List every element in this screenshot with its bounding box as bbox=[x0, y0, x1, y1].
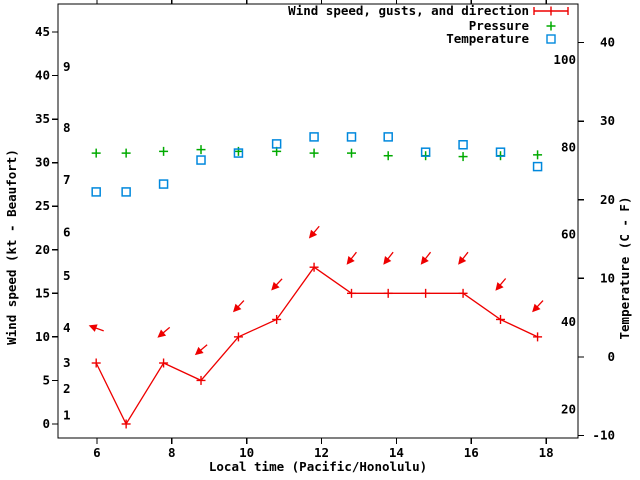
beaufort-scale-label: 3 bbox=[63, 355, 71, 370]
right-axis-title: Temperature (C - F) bbox=[617, 197, 632, 340]
temperature-point bbox=[495, 147, 506, 157]
left-tick-label: 25 bbox=[35, 198, 50, 213]
x-tick-label: 14 bbox=[389, 445, 404, 460]
legend-label: Wind speed, gusts, and direction bbox=[288, 3, 529, 18]
gust-arrow-head bbox=[308, 229, 318, 239]
gust-arrow-head bbox=[383, 256, 392, 265]
temperature-point bbox=[383, 132, 393, 142]
fahrenheit-scale-label: 60 bbox=[561, 227, 576, 242]
gust-arrow-head bbox=[271, 281, 280, 291]
temperature-point bbox=[158, 179, 169, 189]
x-tick-label: 6 bbox=[93, 445, 101, 460]
beaufort-scale-label: 2 bbox=[63, 381, 71, 396]
fahrenheit-scale-label: 20 bbox=[561, 401, 576, 416]
temperature-point bbox=[196, 155, 206, 165]
temperature-point bbox=[91, 187, 101, 197]
plot-border bbox=[57, 3, 579, 439]
left-tick-label: 40 bbox=[35, 68, 50, 83]
beaufort-scale-label: 8 bbox=[63, 120, 71, 135]
beaufort-scale-label: 6 bbox=[63, 224, 71, 239]
beaufort-scale-label: 4 bbox=[63, 320, 71, 335]
legend-label: Pressure bbox=[469, 18, 530, 33]
temperature-point bbox=[458, 140, 468, 150]
right-tick-label: 0 bbox=[607, 349, 615, 364]
x-tick-label: 18 bbox=[539, 445, 554, 460]
legend-square-sample bbox=[546, 34, 556, 44]
x-tick-label: 10 bbox=[239, 445, 254, 460]
fahrenheit-scale-label: 80 bbox=[561, 139, 576, 154]
gust-arrow-head bbox=[495, 282, 504, 291]
temperature-point bbox=[271, 139, 282, 149]
x-tick-label: 12 bbox=[314, 445, 329, 460]
right-tick-label: -10 bbox=[592, 428, 615, 443]
beaufort-scale-label: 1 bbox=[63, 407, 71, 422]
left-tick-label: 45 bbox=[35, 24, 50, 39]
temperature-point bbox=[121, 187, 131, 197]
temperature-point bbox=[420, 147, 431, 157]
temperature-point bbox=[233, 148, 244, 158]
right-tick-label: 10 bbox=[600, 270, 615, 285]
left-tick-label: 35 bbox=[35, 111, 50, 126]
temperature-point bbox=[532, 161, 543, 172]
beaufort-scale-label: 7 bbox=[63, 172, 71, 187]
beaufort-scale-label: 9 bbox=[63, 59, 71, 74]
left-tick-label: 30 bbox=[35, 155, 50, 170]
gust-arrow-head bbox=[420, 256, 429, 265]
left-tick-label: 10 bbox=[35, 329, 50, 344]
left-tick-label: 5 bbox=[42, 372, 50, 387]
left-tick-label: 15 bbox=[35, 285, 50, 300]
gust-arrow-head bbox=[532, 303, 541, 313]
beaufort-scale-label: 5 bbox=[63, 268, 71, 283]
right-tick-label: 20 bbox=[600, 192, 615, 207]
gust-arrow-head bbox=[88, 324, 98, 332]
legend-label: Temperature bbox=[446, 31, 529, 46]
temperature-point bbox=[309, 132, 319, 142]
gust-arrow-head bbox=[458, 256, 467, 265]
gust-arrow-head bbox=[233, 303, 242, 313]
right-tick-label: 40 bbox=[600, 35, 615, 50]
x-tick-label: 16 bbox=[464, 445, 479, 460]
left-tick-label: 20 bbox=[35, 242, 50, 257]
temperature-point bbox=[346, 132, 357, 142]
gust-arrow-head bbox=[194, 346, 204, 356]
x-tick-label: 8 bbox=[168, 445, 176, 460]
left-axis-title: Wind speed (kt - Beaufort) bbox=[4, 149, 19, 345]
left-tick-label: 0 bbox=[42, 416, 50, 431]
gust-arrow-head bbox=[346, 256, 355, 265]
fahrenheit-scale-label: 100 bbox=[553, 52, 576, 67]
x-axis-title: Local time (Pacific/Honolulu) bbox=[209, 459, 427, 474]
right-tick-label: 30 bbox=[600, 113, 615, 128]
fahrenheit-scale-label: 40 bbox=[561, 314, 576, 329]
gust-arrow-head bbox=[157, 329, 167, 338]
